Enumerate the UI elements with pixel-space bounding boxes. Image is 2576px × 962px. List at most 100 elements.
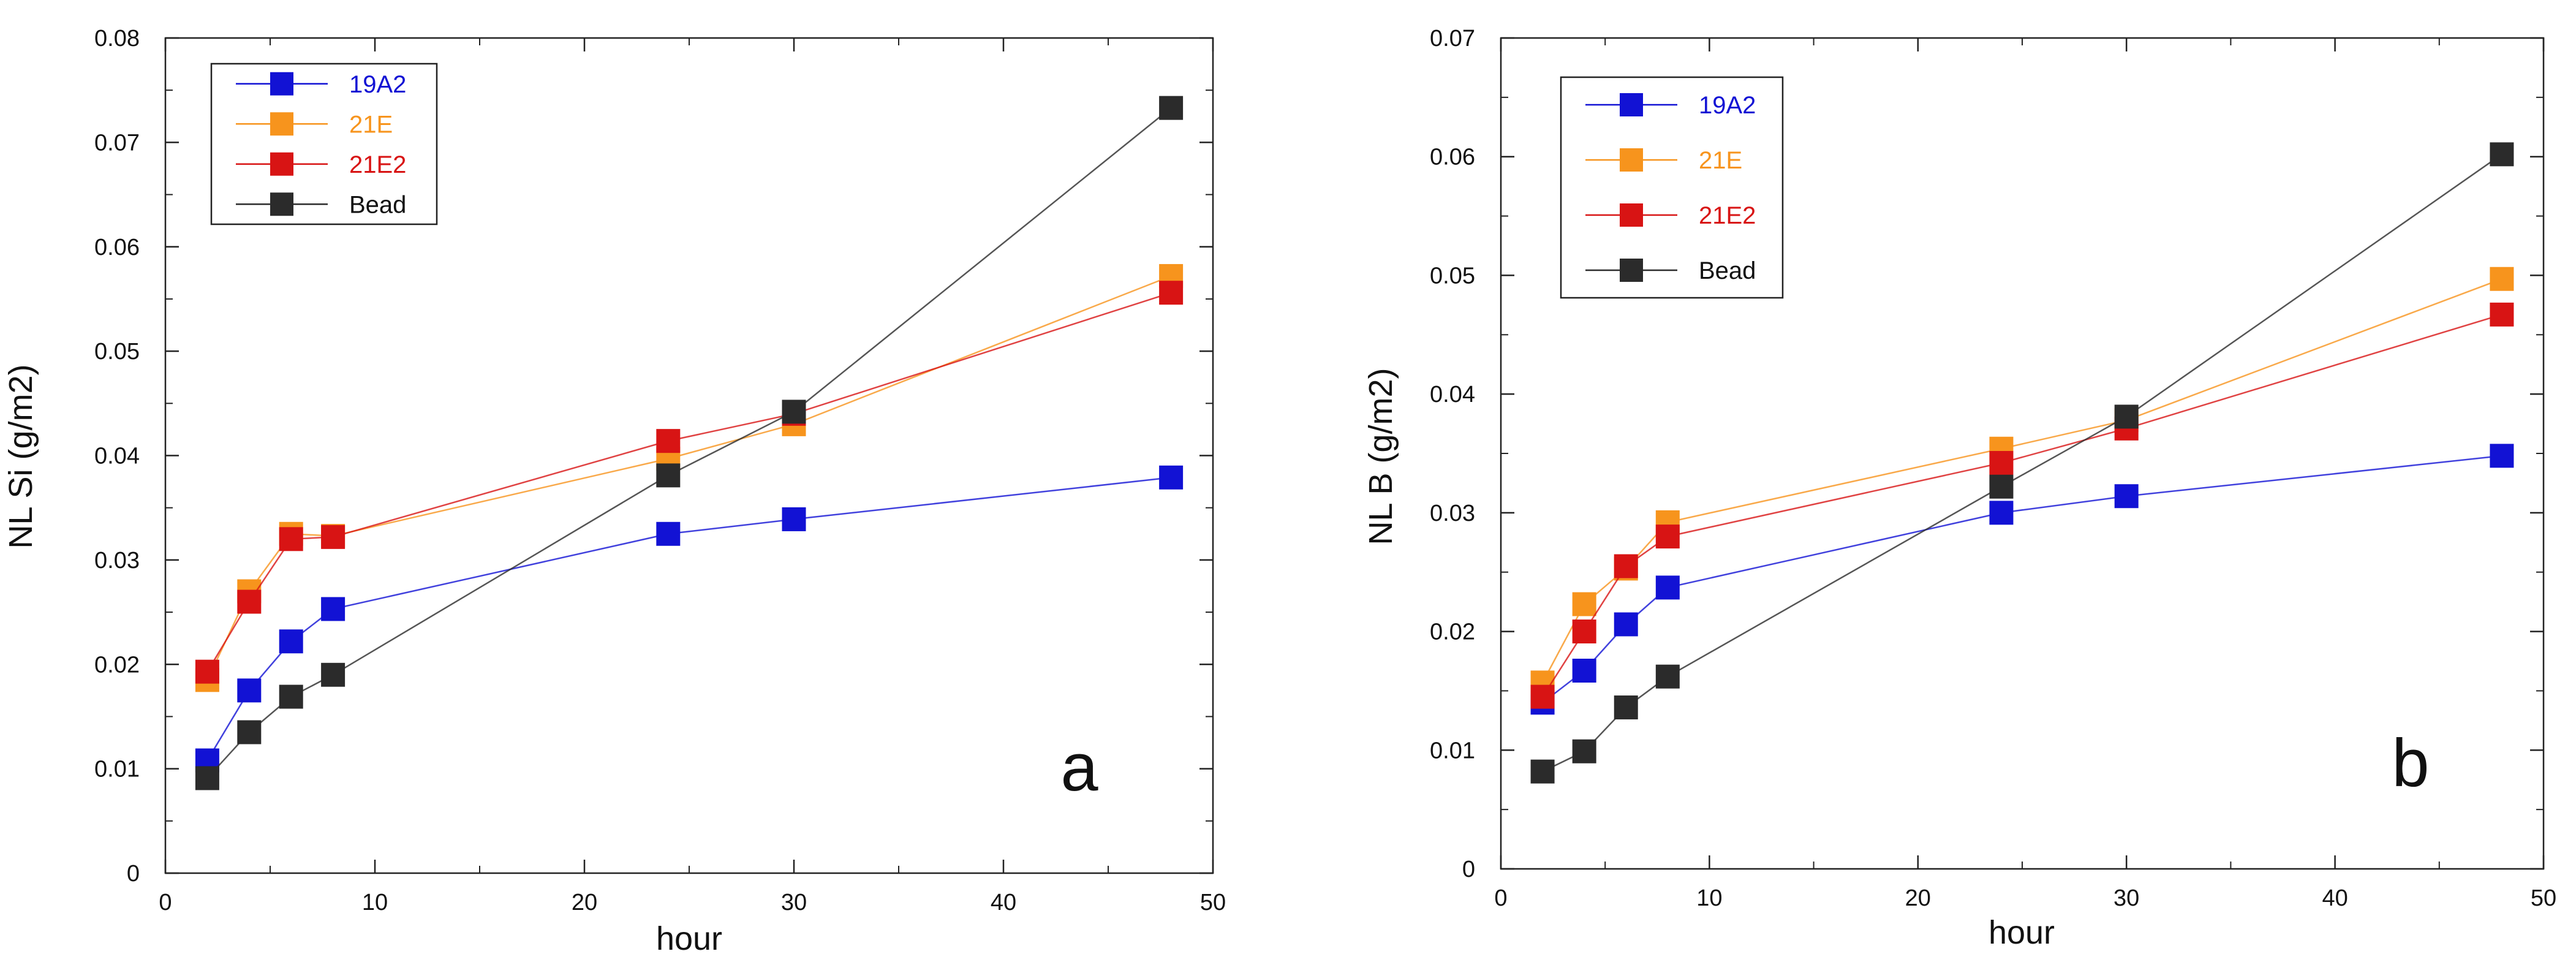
legend-entry-19A2: 19A2 [1699,92,1756,119]
data-point [279,629,303,654]
data-point [656,429,681,453]
data-point [1614,612,1638,637]
series-line [1542,314,2502,697]
data-point [1159,281,1184,305]
legend-box [210,62,438,225]
legend-entry-Bead: Bead [1699,257,1756,284]
data-point [1989,501,2014,525]
x-tick-label: 20 [1905,885,1931,911]
data-point [2114,484,2139,509]
y-tick-label: 0 [127,861,140,887]
data-point [1572,619,1596,644]
chart-panel-a: 0 10 20 30 40 50 0 0.01 0.02 0.03 0.04 0.05 0.06 0.07… [2,26,1226,957]
y-tick-label: 0.06 [94,235,140,260]
data-point [1572,658,1596,683]
data-point [321,597,346,621]
data-point [279,527,303,551]
series-21E2 [1530,302,2514,709]
series-line [1541,278,2502,683]
legend-entry-19A2: 19A2 [349,71,406,98]
data-point [2490,302,2514,327]
data-point [782,507,806,531]
y-tick-label: 0.04 [94,444,140,469]
y-tick-label: 0.02 [1430,619,1475,645]
x-tick-label: 0 [159,890,172,915]
data-point [237,678,262,703]
y-tick-label: 0 [1462,857,1475,882]
y-tick-label: 0.03 [94,548,140,574]
series-Bead [1530,142,2514,784]
data-point [656,463,681,488]
y-tick-label: 0.06 [1430,145,1475,170]
x-axis-label: hour [1989,914,2055,951]
x-axis-label: hour [656,920,722,957]
y-axis-label: NL B (g/m2) [1362,368,1399,545]
y-tick-label: 0.02 [94,652,140,678]
data-point [782,400,806,424]
data-point [1572,739,1596,763]
legend-marker [1620,259,1643,282]
y-tick-label: 0.01 [94,757,140,782]
data-point [1989,450,2014,475]
chart-panel-b: 0 10 20 30 40 50 0 0.01 0.02 0.03 0.04 0.05 0.06 0.07… [1362,26,2556,951]
data-point [1530,759,1555,784]
data-point [321,525,346,549]
y-axis-label: NL Si (g/m2) [2,364,39,548]
legend: 19A2 21E 21E2 Bead [1560,76,1784,299]
data-point [2490,267,2514,291]
y-tick-label: 0.08 [94,26,140,51]
data-point [195,766,219,790]
legend-entry-21E2: 21E2 [349,151,406,178]
data-point [1614,695,1638,720]
data-point [237,589,262,614]
data-point [1655,575,1680,600]
series-Bead [195,96,1184,790]
y-tick-label: 0.07 [94,130,140,156]
data-point [2490,444,2514,468]
data-point [1655,664,1680,689]
data-point [1572,592,1596,616]
series-line [206,275,1172,681]
series-21E [195,263,1184,692]
x-tick-label: 10 [362,890,388,915]
data-point [1159,465,1184,490]
x-tick-label: 50 [2531,885,2556,911]
x-tick-label: 0 [1494,885,1507,911]
panel-label: b [2392,725,2429,801]
legend-box [1560,76,1784,299]
y-tick-label: 0.07 [1430,26,1475,51]
y-tick-label: 0.03 [1430,501,1475,526]
series-19A2 [195,465,1184,773]
series-line [206,292,1171,672]
data-point [1159,96,1184,120]
legend-marker [270,112,293,136]
x-tick-label: 20 [572,890,597,915]
legend-marker [270,192,293,216]
legend-marker [270,152,293,176]
y-tick-label: 0.05 [94,339,140,365]
legend-marker [270,72,293,96]
data-point [1989,474,2014,499]
data-point [321,662,346,687]
data-point [2114,404,2139,429]
x-tick-label: 40 [2322,885,2347,911]
data-point [237,720,262,744]
x-tick-label: 30 [781,890,807,915]
legend: 19A2 21E 21E2 Bead [210,62,438,225]
data-point [195,659,219,684]
panel-label: a [1060,730,1098,805]
x-tick-label: 40 [991,890,1016,915]
y-tick-label: 0.05 [1430,263,1475,289]
x-tick-label: 50 [1200,890,1226,915]
legend-entry-21E: 21E [349,111,393,138]
series-21E2 [195,281,1184,684]
legend-marker [1620,203,1643,227]
data-point [1614,554,1638,578]
legend-entry-21E2: 21E2 [1699,202,1756,229]
series-21E [1530,267,2514,695]
series-19A2 [1530,444,2514,715]
data-point [656,521,681,546]
x-tick-label: 10 [1696,885,1722,911]
y-tick-label: 0.01 [1430,738,1475,763]
